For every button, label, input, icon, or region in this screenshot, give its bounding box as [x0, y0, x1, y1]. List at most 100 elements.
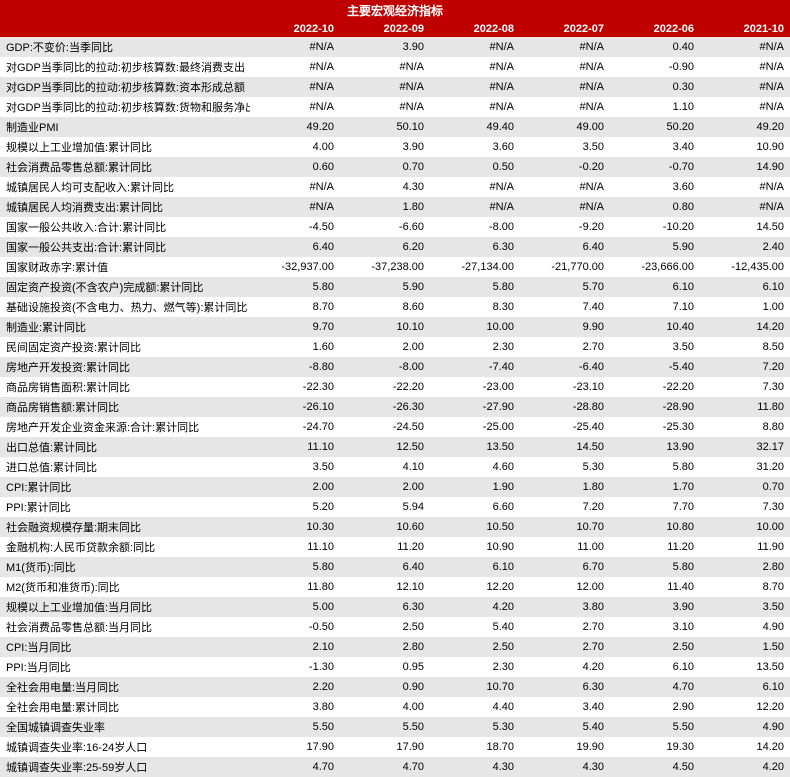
- cell: 10.00: [430, 317, 520, 337]
- row-label: 固定资产投资(不含农户)完成额:累计同比: [0, 277, 250, 297]
- cell: 11.00: [520, 537, 610, 557]
- cell: -5.40: [610, 357, 700, 377]
- table-row: PPI:当月同比-1.300.952.304.206.1013.50: [0, 657, 790, 677]
- cell: 5.80: [610, 457, 700, 477]
- column-header: 2022-06: [610, 21, 700, 37]
- cell: 1.10: [610, 97, 700, 117]
- cell: 1.90: [430, 477, 520, 497]
- cell: #N/A: [700, 177, 790, 197]
- cell: -25.00: [430, 417, 520, 437]
- cell: -28.90: [610, 397, 700, 417]
- cell: -26.30: [340, 397, 430, 417]
- column-header: [0, 21, 250, 37]
- cell: 4.30: [520, 757, 610, 777]
- cell: -6.40: [520, 357, 610, 377]
- table-row: 商品房销售额:累计同比-26.10-26.30-27.90-28.80-28.9…: [0, 397, 790, 417]
- cell: 0.40: [610, 37, 700, 57]
- cell: -0.20: [520, 157, 610, 177]
- table-row: 固定资产投资(不含农户)完成额:累计同比5.805.905.805.706.10…: [0, 277, 790, 297]
- cell: -23,666.00: [610, 257, 700, 277]
- cell: 6.30: [520, 677, 610, 697]
- cell: #N/A: [700, 57, 790, 77]
- table-row: CPI:累计同比2.002.001.901.801.700.70: [0, 477, 790, 497]
- cell: 9.90: [520, 317, 610, 337]
- table-row: 社会消费品零售总额:当月同比-0.502.505.402.703.104.90: [0, 617, 790, 637]
- cell: 5.30: [520, 457, 610, 477]
- table-row: M1(货币):同比5.806.406.106.705.802.80: [0, 557, 790, 577]
- row-label: CPI:累计同比: [0, 477, 250, 497]
- cell: 0.30: [610, 77, 700, 97]
- cell: 5.40: [430, 617, 520, 637]
- cell: 2.80: [700, 557, 790, 577]
- table-row: 对GDP当季同比的拉动:初步核算数:货物和服务净出口#N/A#N/A#N/A#N…: [0, 97, 790, 117]
- cell: 49.00: [520, 117, 610, 137]
- cell: #N/A: [430, 57, 520, 77]
- table-row: 对GDP当季同比的拉动:初步核算数:资本形成总额#N/A#N/A#N/A#N/A…: [0, 77, 790, 97]
- cell: 12.10: [340, 577, 430, 597]
- column-header: 2022-08: [430, 21, 520, 37]
- cell: 2.00: [340, 477, 430, 497]
- cell: 5.80: [250, 557, 340, 577]
- cell: 14.20: [700, 317, 790, 337]
- cell: #N/A: [340, 97, 430, 117]
- cell: #N/A: [520, 77, 610, 97]
- cell: -23.00: [430, 377, 520, 397]
- cell: 4.10: [340, 457, 430, 477]
- cell: -8.80: [250, 357, 340, 377]
- cell: 5.80: [610, 557, 700, 577]
- table-row: 房地产开发企业资金来源:合计:累计同比-24.70-24.50-25.00-25…: [0, 417, 790, 437]
- cell: -0.50: [250, 617, 340, 637]
- cell: 2.70: [520, 617, 610, 637]
- table-row: 城镇居民人均消费支出:累计同比#N/A1.80#N/A#N/A0.80#N/A: [0, 197, 790, 217]
- cell: 5.40: [520, 717, 610, 737]
- row-label: CPI:当月同比: [0, 637, 250, 657]
- cell: 5.50: [340, 717, 430, 737]
- cell: 1.80: [340, 197, 430, 217]
- cell: 0.80: [610, 197, 700, 217]
- cell: -8.00: [430, 217, 520, 237]
- table-title-row: 主要宏观经济指标: [0, 0, 790, 21]
- cell: 2.70: [520, 637, 610, 657]
- table-row: 规模以上工业增加值:当月同比5.006.304.203.803.903.50: [0, 597, 790, 617]
- cell: 2.00: [340, 337, 430, 357]
- cell: 2.10: [250, 637, 340, 657]
- cell: 7.30: [700, 377, 790, 397]
- cell: 6.30: [430, 237, 520, 257]
- table-row: 社会消费品零售总额:累计同比0.600.700.50-0.20-0.7014.9…: [0, 157, 790, 177]
- cell: -25.30: [610, 417, 700, 437]
- cell: 0.90: [340, 677, 430, 697]
- cell: -22.20: [610, 377, 700, 397]
- cell: -26.10: [250, 397, 340, 417]
- cell: #N/A: [430, 177, 520, 197]
- column-header: 2022-07: [520, 21, 610, 37]
- cell: 4.00: [340, 697, 430, 717]
- cell: 3.90: [340, 137, 430, 157]
- cell: 3.40: [520, 697, 610, 717]
- row-label: 制造业PMI: [0, 117, 250, 137]
- cell: 5.90: [610, 237, 700, 257]
- cell: 3.50: [520, 137, 610, 157]
- cell: 2.80: [340, 637, 430, 657]
- cell: #N/A: [430, 97, 520, 117]
- row-label: 城镇居民人均消费支出:累计同比: [0, 197, 250, 217]
- row-label: 社会消费品零售总额:累计同比: [0, 157, 250, 177]
- cell: 3.50: [610, 337, 700, 357]
- row-label: 国家一般公共收入:合计:累计同比: [0, 217, 250, 237]
- cell: 4.30: [340, 177, 430, 197]
- cell: 2.30: [430, 337, 520, 357]
- cell: 3.60: [430, 137, 520, 157]
- cell: 13.50: [700, 657, 790, 677]
- cell: 4.40: [430, 697, 520, 717]
- cell: 2.00: [250, 477, 340, 497]
- cell: -37,238.00: [340, 257, 430, 277]
- cell: 5.80: [250, 277, 340, 297]
- cell: 10.30: [250, 517, 340, 537]
- table-row: 国家一般公共收入:合计:累计同比-4.50-6.60-8.00-9.20-10.…: [0, 217, 790, 237]
- cell: #N/A: [430, 77, 520, 97]
- cell: 10.00: [700, 517, 790, 537]
- cell: 4.30: [430, 757, 520, 777]
- cell: 50.20: [610, 117, 700, 137]
- cell: 4.60: [430, 457, 520, 477]
- row-label: 制造业:累计同比: [0, 317, 250, 337]
- cell: 13.50: [430, 437, 520, 457]
